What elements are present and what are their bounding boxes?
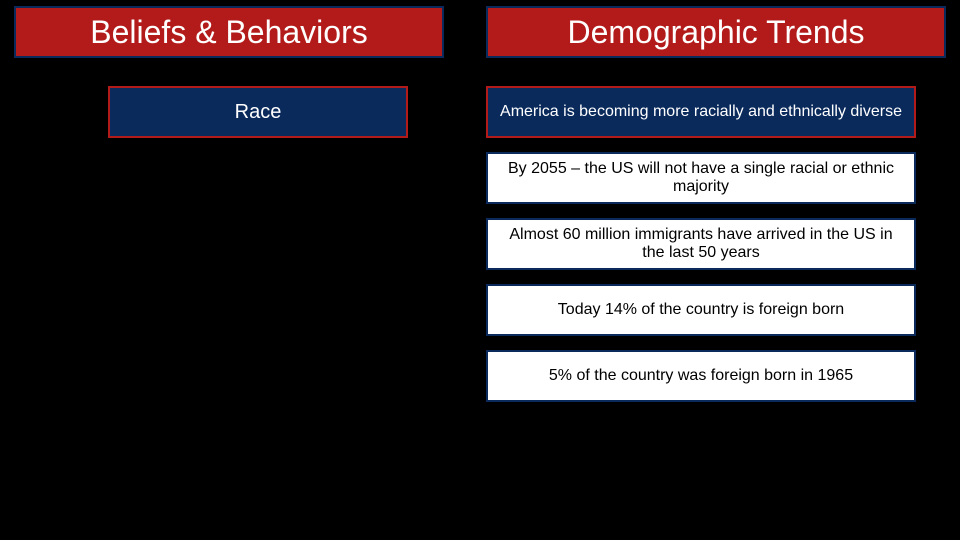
left-sub-race: Race	[108, 86, 408, 138]
right-sub-diverse: America is becoming more racially and et…	[486, 86, 916, 138]
fact-box-1: Almost 60 million immigrants have arrive…	[486, 218, 916, 270]
fact-box-2: Today 14% of the country is foreign born	[486, 284, 916, 336]
right-header: Demographic Trends	[486, 6, 946, 58]
left-header: Beliefs & Behaviors	[14, 6, 444, 58]
fact-box-3: 5% of the country was foreign born in 19…	[486, 350, 916, 402]
fact-box-0: By 2055 – the US will not have a single …	[486, 152, 916, 204]
